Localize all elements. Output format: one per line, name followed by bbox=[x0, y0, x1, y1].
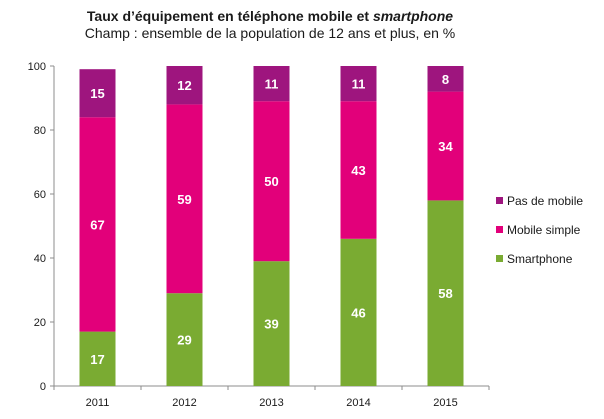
data-label-mobile-simple: 59 bbox=[177, 192, 191, 207]
bar-smartphone bbox=[253, 261, 290, 386]
data-label-smartphone: 58 bbox=[438, 286, 452, 301]
data-label-pas-de-mobile: 12 bbox=[177, 78, 191, 93]
data-label-mobile-simple: 67 bbox=[90, 217, 104, 232]
data-label-mobile-simple: 43 bbox=[351, 163, 365, 178]
x-tick-label: 2013 bbox=[259, 397, 283, 409]
bar-pas-de-mobile bbox=[253, 66, 290, 102]
chart-subtitle: Champ : ensemble de la population de 12 … bbox=[84, 25, 456, 41]
bar-mobile-simple bbox=[340, 101, 377, 239]
y-tick-label: 0 bbox=[40, 381, 46, 393]
bar-pas-de-mobile bbox=[427, 66, 464, 92]
bar-pas-de-mobile bbox=[79, 69, 116, 118]
bar-smartphone bbox=[340, 238, 377, 386]
y-tick-label: 80 bbox=[34, 125, 46, 137]
data-label-smartphone: 46 bbox=[351, 305, 365, 320]
data-label-pas-de-mobile: 8 bbox=[442, 72, 449, 87]
bar-pas-de-mobile bbox=[340, 66, 377, 102]
chart-title-main: Taux d’équipement en téléphone mobile et bbox=[86, 8, 373, 24]
data-label-mobile-simple: 50 bbox=[264, 174, 278, 189]
bar-pas-de-mobile bbox=[166, 66, 203, 105]
data-label-pas-de-mobile: 15 bbox=[90, 86, 104, 101]
x-tick-label: 2014 bbox=[346, 397, 370, 409]
bar-smartphone bbox=[427, 200, 464, 386]
data-label-pas-de-mobile: 11 bbox=[265, 77, 279, 92]
legend-label-smartphone: Smartphone bbox=[507, 252, 573, 266]
y-tick-label: 100 bbox=[28, 61, 46, 73]
legend-swatch-mobile-simple bbox=[496, 226, 503, 233]
y-tick-label: 40 bbox=[34, 253, 46, 265]
x-tick-label: 2011 bbox=[86, 397, 110, 409]
legend-swatch-smartphone bbox=[496, 255, 503, 262]
data-label-smartphone: 39 bbox=[264, 317, 278, 332]
y-tick-label: 60 bbox=[34, 189, 46, 201]
bar-smartphone bbox=[79, 331, 116, 386]
bar-mobile-simple bbox=[253, 101, 290, 262]
bar-mobile-simple bbox=[79, 117, 116, 332]
data-label-pas-de-mobile: 11 bbox=[352, 77, 366, 92]
x-tick-label: 2012 bbox=[172, 397, 196, 409]
bar-mobile-simple bbox=[166, 104, 203, 294]
chart-title: Taux d’équipement en téléphone mobile et… bbox=[0, 8, 540, 24]
legend-label-pas-de-mobile: Pas de mobile bbox=[507, 194, 583, 208]
data-label-mobile-simple: 34 bbox=[438, 139, 453, 154]
chart-title-emphasis: smartphone bbox=[372, 8, 454, 24]
bar-mobile-simple bbox=[427, 91, 464, 201]
legend-label-mobile-simple: Mobile simple bbox=[507, 223, 581, 237]
y-tick-label: 20 bbox=[34, 317, 46, 329]
x-tick-label: 2015 bbox=[433, 397, 457, 409]
data-label-smartphone: 29 bbox=[177, 333, 191, 348]
bar-smartphone bbox=[166, 293, 203, 386]
legend-swatch-pas-de-mobile bbox=[496, 197, 503, 204]
data-label-smartphone: 17 bbox=[90, 352, 104, 367]
